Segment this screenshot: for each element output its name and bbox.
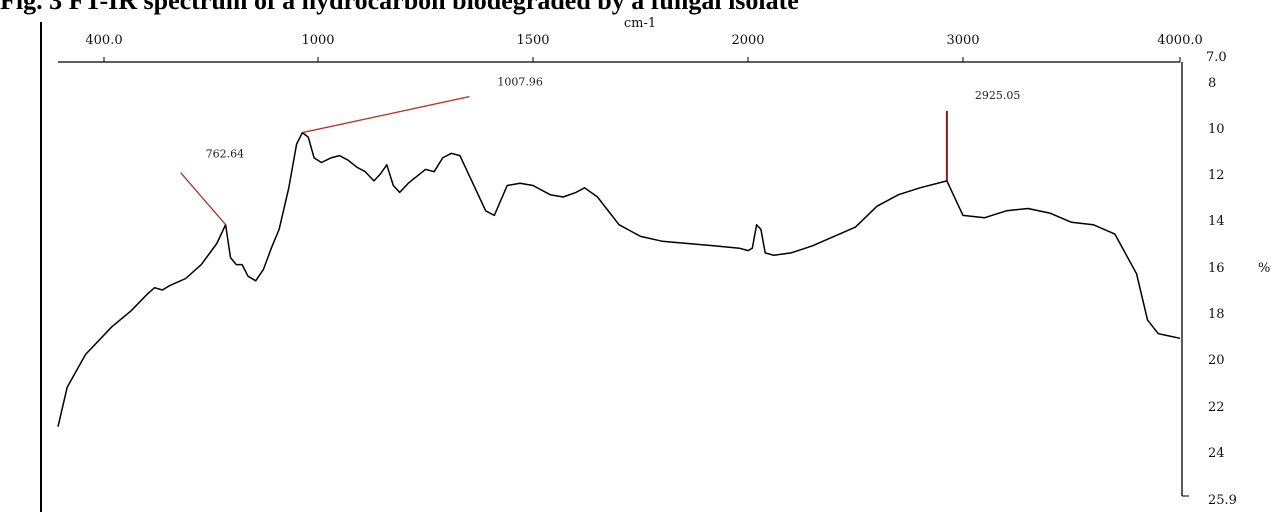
- plot-frame-left: [40, 22, 42, 512]
- y-tick-label: 8: [1208, 76, 1216, 91]
- x-axis: 400.0 1000 1500 2000 3000 4000.0 cm-1: [58, 16, 1203, 63]
- peak-leader-1007: [302, 95, 470, 134]
- y-bottom-label: 25.9: [1208, 493, 1237, 508]
- y-tick-label: 22: [1208, 400, 1225, 415]
- x-axis-unit: cm-1: [624, 16, 656, 31]
- figure-caption-strip: Fig. 3 FT-IR spectrum of a hydrocarbon b…: [0, 0, 1276, 22]
- x-tick-label: 2000: [731, 33, 764, 48]
- y-tick-label: 24: [1208, 446, 1225, 461]
- y-tick-label: 16: [1208, 261, 1225, 276]
- x-tick-label: 3000: [946, 33, 979, 48]
- peak-label-2925: 2925.05: [975, 89, 1021, 102]
- x-tick-label: 1000: [301, 33, 334, 48]
- peak-label-762: 762.64: [206, 148, 245, 161]
- y-tick-label: 10: [1208, 122, 1225, 137]
- y-tick-label: 18: [1208, 307, 1225, 322]
- y-axis-unit: %: [1258, 261, 1270, 276]
- peak-label-1007: 1007.96: [497, 76, 543, 89]
- y-tick-label: 12: [1208, 168, 1225, 183]
- y-tick-label: 14: [1208, 214, 1225, 229]
- x-tick-label: 400.0: [85, 33, 122, 48]
- x-tick-label: 4000.0: [1157, 33, 1203, 48]
- spectrum-line: [57, 131, 1181, 427]
- y-top-label: 7.0: [1206, 50, 1227, 65]
- figure-caption: Fig. 3 FT-IR spectrum of a hydrocarbon b…: [0, 0, 799, 15]
- peak-leader-762: [180, 172, 227, 226]
- peak-annotations: 762.64 1007.96 2925.05: [180, 76, 1021, 226]
- y-axis: 7.0 8 10 12 14 16 18 20 22 24 25.9%: [1181, 50, 1270, 508]
- spectrum-series: [57, 131, 1181, 427]
- y-tick-label: 20: [1208, 353, 1225, 368]
- x-tick-label: 1500: [516, 33, 549, 48]
